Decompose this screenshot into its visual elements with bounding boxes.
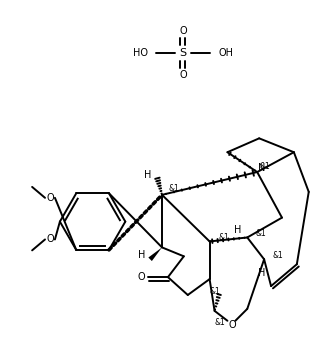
Text: O: O — [179, 26, 187, 36]
Text: H: H — [144, 170, 152, 180]
Text: O: O — [46, 193, 54, 203]
Text: O: O — [46, 234, 54, 245]
Text: &1: &1 — [169, 184, 179, 193]
Text: OH: OH — [218, 48, 234, 58]
Text: &1: &1 — [218, 233, 229, 242]
Text: &1: &1 — [214, 318, 225, 327]
Text: O: O — [179, 70, 187, 80]
Text: S: S — [179, 48, 186, 58]
Text: H: H — [258, 268, 266, 278]
Text: N: N — [258, 163, 266, 173]
Polygon shape — [148, 247, 162, 261]
Text: H: H — [234, 224, 241, 235]
Text: O: O — [228, 320, 236, 330]
Text: &1: &1 — [256, 229, 266, 238]
Text: H: H — [138, 250, 146, 260]
Text: HO: HO — [133, 48, 148, 58]
Text: &1: &1 — [209, 286, 220, 296]
Text: &1: &1 — [273, 251, 283, 260]
Text: O: O — [137, 272, 145, 282]
Text: &1: &1 — [260, 161, 270, 171]
